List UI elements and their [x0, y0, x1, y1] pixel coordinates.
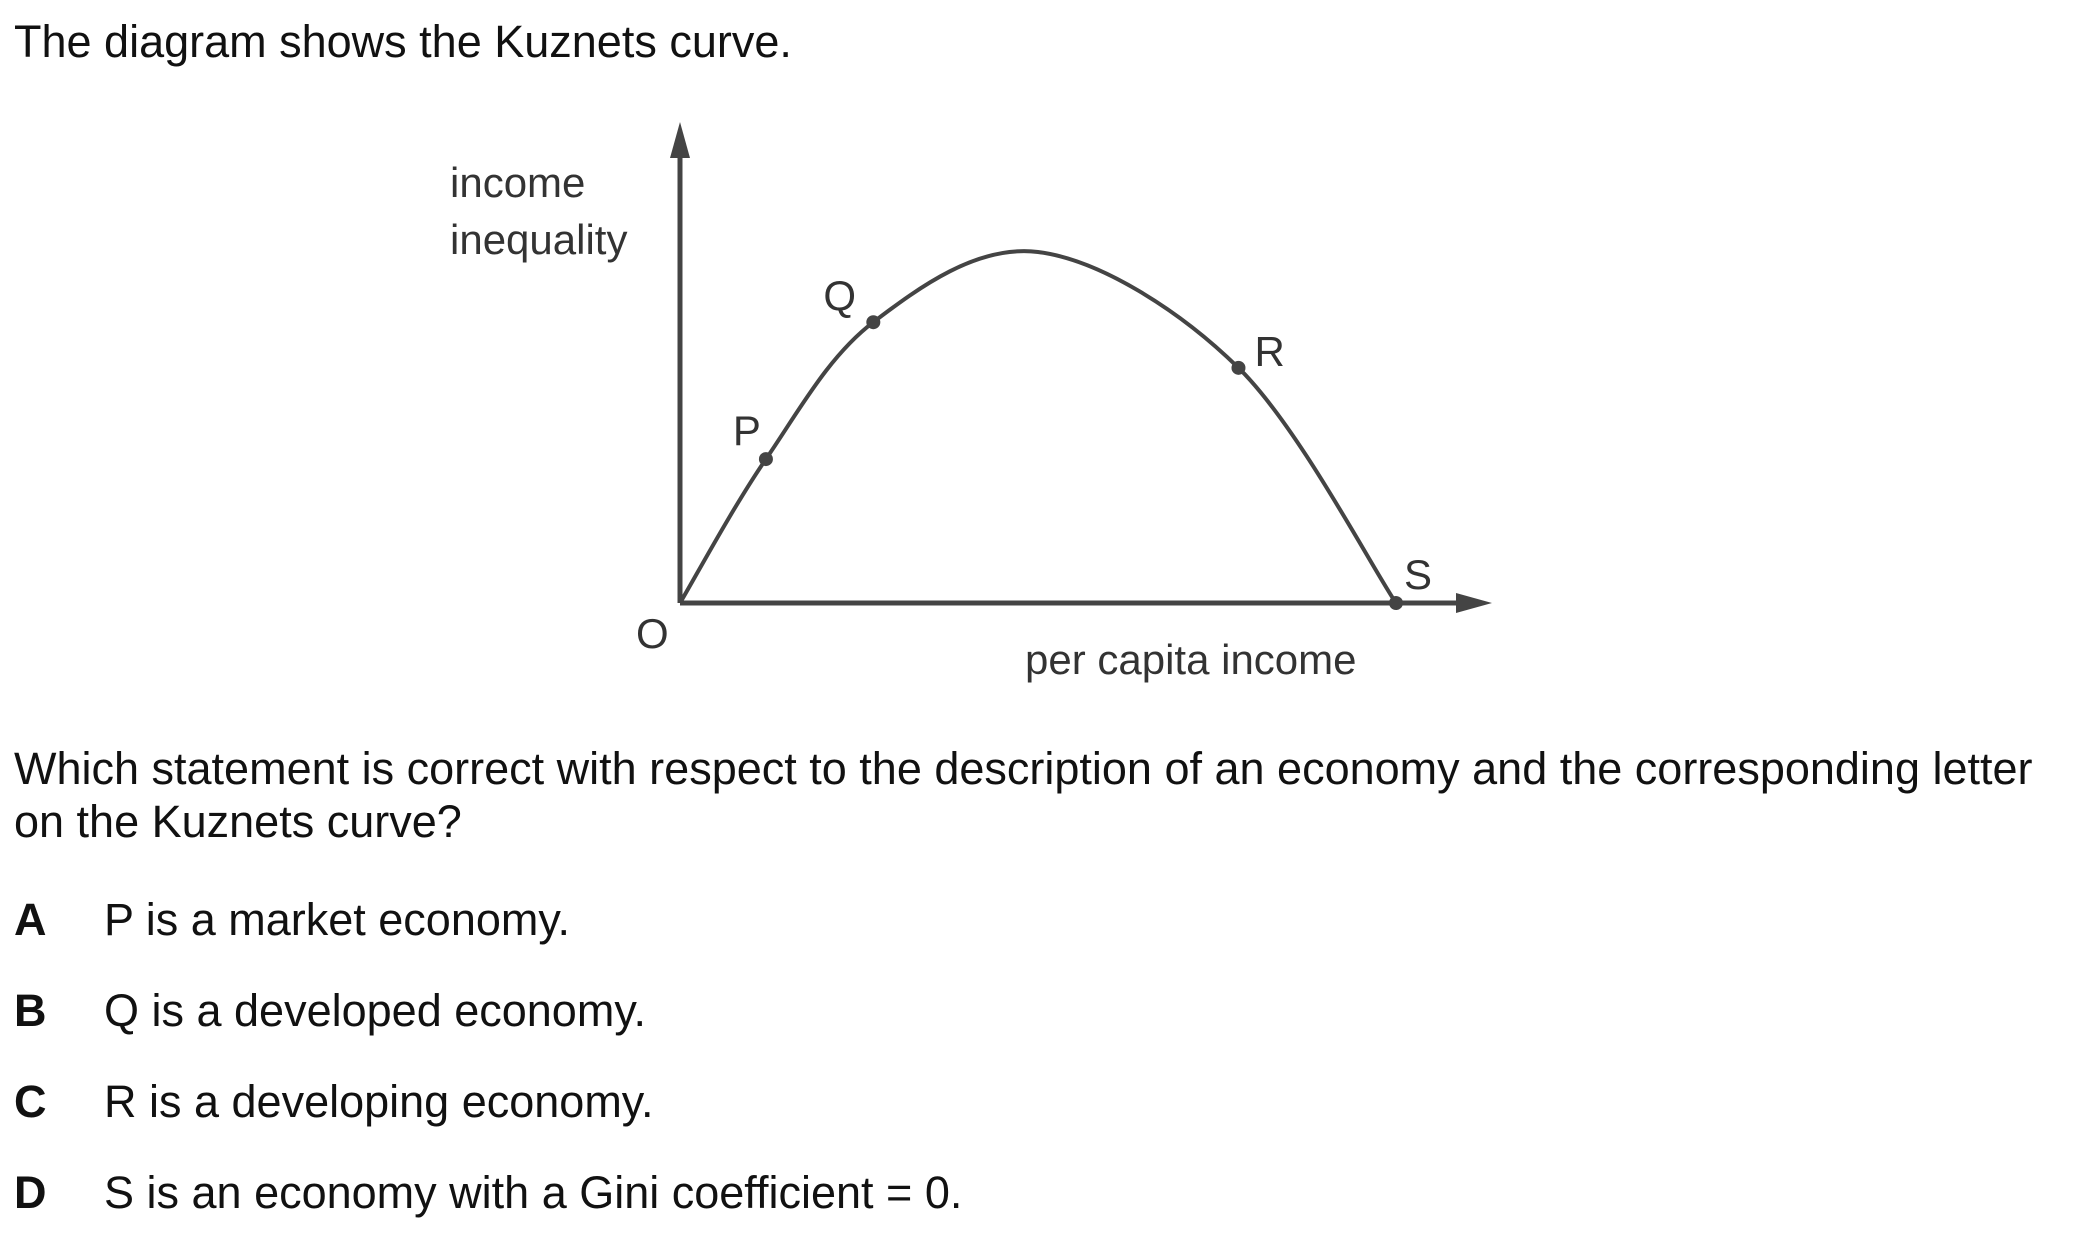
point-s-marker: [1389, 596, 1403, 610]
kuznets-curve: [678, 249, 1398, 605]
point-q-marker: [866, 315, 881, 330]
option-letter: D: [14, 1167, 47, 1218]
x-axis-label: per capita income: [1025, 636, 1357, 683]
question-text: Which statement is correct with respect …: [14, 743, 2033, 847]
option-d[interactable]: D S is an economy with a Gini coefficien…: [14, 1167, 2074, 1258]
option-c[interactable]: C R is a developing economy.: [14, 1076, 2074, 1167]
point-q-label: Q: [823, 272, 856, 319]
option-letter: A: [14, 894, 47, 945]
option-a[interactable]: A P is a market economy.: [14, 894, 2074, 985]
kuznets-curve-diagram: P Q R S income inequality O per capita inco…: [450, 122, 1492, 683]
option-text: Q is a developed economy.: [104, 985, 646, 1036]
option-text: R is a developing economy.: [104, 1076, 654, 1127]
point-r-label: R: [1254, 328, 1284, 375]
axes: [670, 122, 1492, 613]
y-axis-label-line-1: income: [450, 159, 585, 206]
intro-text: The diagram shows the Kuznets curve.: [14, 16, 792, 67]
y-axis-arrowhead: [670, 122, 690, 158]
curve-points: P Q R S: [733, 272, 1432, 610]
option-text: S is an economy with a Gini coefficient …: [104, 1167, 963, 1218]
option-letter: C: [14, 1076, 47, 1127]
point-r-marker: [1231, 360, 1246, 375]
point-p-label: P: [733, 407, 761, 454]
point-s-label: S: [1404, 551, 1432, 598]
option-letter: B: [14, 985, 47, 1036]
answer-options: A P is a market economy. B Q is a develo…: [14, 894, 2074, 1258]
option-text: P is a market economy.: [104, 894, 571, 945]
point-p-marker: [758, 452, 773, 467]
option-b[interactable]: B Q is a developed economy.: [14, 985, 2074, 1076]
y-axis-label-line-2: inequality: [450, 216, 627, 263]
x-axis-arrowhead: [1456, 593, 1492, 613]
origin-label: O: [636, 610, 669, 657]
